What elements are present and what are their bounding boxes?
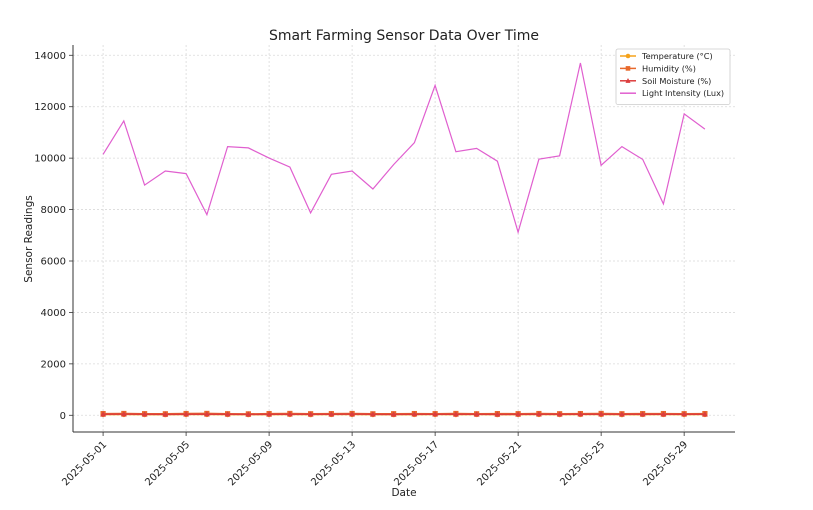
y-tick-label: 10000 [34, 154, 66, 165]
y-axis-label: Sensor Readings [23, 195, 35, 282]
chart-title: Smart Farming Sensor Data Over Time [269, 28, 539, 44]
legend-label: Light Intensity (Lux) [642, 88, 724, 98]
legend: Temperature (°C) Humidity (%) Soil Moistur… [616, 49, 730, 105]
x-axis-label: Date [391, 487, 416, 499]
legend-marker [626, 66, 631, 71]
legend-marker [626, 54, 631, 59]
y-tick-label: 12000 [34, 102, 66, 113]
y-tick-label: 6000 [41, 257, 66, 268]
y-tick-label: 14000 [34, 51, 66, 62]
y-tick-label: 2000 [41, 359, 66, 370]
legend-label: Temperature (°C) [641, 51, 713, 61]
y-tick-label: 0 [60, 411, 66, 422]
legend-label: Soil Moisture (%) [642, 76, 711, 86]
legend-label: Humidity (%) [642, 63, 696, 73]
y-tick-label: 4000 [41, 308, 66, 319]
y-tick-label: 8000 [41, 205, 66, 216]
